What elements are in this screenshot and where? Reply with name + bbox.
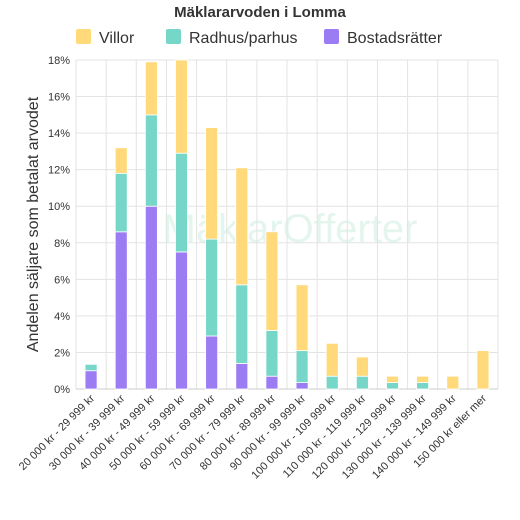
legend-swatch: [76, 29, 91, 44]
legend-swatch: [166, 29, 181, 44]
bar-segment-villor: [416, 375, 430, 384]
y-tick-label: 12%: [48, 165, 70, 177]
bar-segment-bostadsrätter: [295, 382, 309, 390]
bar-segment-radhus-parhus: [386, 382, 399, 390]
y-tick-label: 18%: [48, 55, 70, 67]
bar-segment-radhus-parhus: [114, 172, 128, 233]
bar-segment-villor: [446, 375, 460, 390]
legend: Villor Radhus/parhus Bostadsrätter: [76, 29, 443, 47]
legend-swatch: [324, 29, 339, 44]
legend-item: Bostadsrätter: [324, 29, 443, 47]
bar-segment-radhus-parhus: [325, 375, 339, 390]
legend-item: Villor: [76, 29, 135, 47]
bar-segment-villor: [144, 61, 158, 116]
bar-segment-villor: [235, 167, 249, 286]
bar-segment-radhus-parhus: [175, 152, 188, 253]
bar-segment-radhus-parhus: [416, 382, 430, 390]
bar-segment-villor: [114, 147, 128, 174]
bar-segment-bostadsrätter: [265, 375, 279, 390]
bar-segment-villor: [295, 284, 309, 352]
y-tick-label: 0%: [54, 384, 70, 396]
y-tick-label: 6%: [54, 274, 70, 286]
y-tick-label: 10%: [48, 201, 70, 213]
bar-segment-bostadsrätter: [144, 205, 158, 390]
bar-segment-radhus-parhus: [84, 363, 98, 372]
bar-segment-bostadsrätter: [84, 370, 98, 390]
bar-segment-bostadsrätter: [175, 251, 188, 390]
bar-segment-radhus-parhus: [295, 350, 309, 384]
bar-segment-bostadsrätter: [114, 231, 128, 390]
y-tick-label: 14%: [48, 128, 70, 140]
bar-segment-radhus-parhus: [265, 330, 279, 377]
bar-segment-villor: [175, 59, 188, 154]
y-tick-label: 2%: [54, 347, 70, 359]
bar-segment-radhus-parhus: [144, 114, 158, 207]
bar-segment-radhus-parhus: [205, 238, 219, 337]
y-tick-label: 4%: [54, 311, 70, 323]
bar-segment-bostadsrätter: [235, 363, 249, 390]
legend-label: Radhus/parhus: [189, 30, 298, 47]
chart-title: Mäklararvoden i Lomma: [174, 4, 346, 21]
bar-segment-villor: [265, 231, 279, 331]
bar-segment-radhus-parhus: [355, 375, 369, 390]
bar-segment-villor: [476, 350, 490, 390]
y-axis-ticks: 0% 2% 4% 6% 8% 10% 12% 14% 16% 18%: [48, 55, 70, 396]
y-axis-label: Andelen säljare som betalat arvodet: [25, 96, 42, 352]
legend-item: Radhus/parhus: [166, 29, 298, 47]
y-tick-label: 8%: [54, 238, 70, 250]
bars: [84, 59, 490, 390]
legend-label: Villor: [99, 30, 135, 47]
bar-segment-villor: [355, 356, 369, 377]
bar-segment-bostadsrätter: [205, 335, 219, 390]
legend-label: Bostadsrätter: [347, 30, 443, 47]
bar-segment-villor: [325, 342, 339, 377]
bar-segment-radhus-parhus: [235, 284, 249, 364]
bar-segment-villor: [386, 375, 399, 384]
y-tick-label: 16%: [48, 92, 70, 104]
watermark: MäklarOfferter: [163, 207, 418, 251]
bar-segment-villor: [205, 127, 219, 240]
